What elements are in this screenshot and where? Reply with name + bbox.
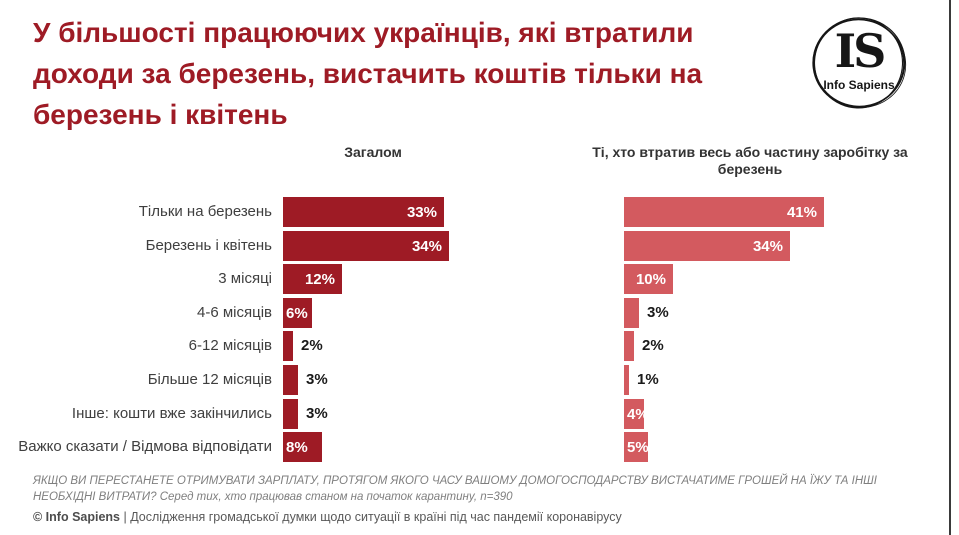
- page-title: У більшості працюючих українців, які втр…: [33, 12, 793, 135]
- bar-value-label: 3%: [306, 405, 328, 422]
- footer-description: | Дослідження громадської думки щодо сит…: [120, 510, 622, 524]
- bar-lost-income: 10%: [624, 264, 673, 294]
- logo-name: Info Sapiens: [823, 78, 895, 92]
- title-line-2: доходи за березень, вистачить коштів тіл…: [33, 58, 703, 89]
- bar-total: 6%: [283, 298, 312, 328]
- source-footer: © Info Sapiens | Дослідження громадської…: [33, 510, 913, 524]
- category-label: Березень і квітень: [145, 237, 272, 254]
- category-label: 4-6 місяців: [196, 304, 272, 321]
- bar-total: 8%: [283, 432, 322, 462]
- info-sapiens-logo: IS Info Sapiens: [808, 12, 910, 114]
- survey-question-footnote: ЯКЩО ВИ ПЕРЕСТАНЕТЕ ОТРИМУВАТИ ЗАРПЛАТУ,…: [33, 475, 877, 503]
- chart-row: 6-12 місяців 2% 2%: [0, 331, 959, 361]
- logo-circle-icon: [812, 17, 907, 109]
- bar-total: 33%: [283, 197, 444, 227]
- bar-value-label: 1%: [637, 371, 659, 388]
- bar-total: 12%: [283, 264, 342, 294]
- chart-row: 4-6 місяців 6% 3%: [0, 298, 959, 328]
- bar-value-label: 34%: [752, 237, 783, 255]
- category-label: 3 місяці: [218, 270, 272, 287]
- bar-value-label: 33%: [406, 203, 437, 221]
- bar-lost-income: [624, 298, 639, 328]
- bar-value-label: 3%: [647, 304, 669, 321]
- column-header-total: Загалом: [344, 144, 402, 160]
- bar-value-label: 12%: [304, 270, 335, 288]
- bar-lost-income: 41%: [624, 197, 824, 227]
- bar-lost-income: [624, 365, 629, 395]
- category-label: Більше 12 місяців: [147, 371, 272, 388]
- bar-value-label: 8%: [286, 438, 308, 456]
- bar-value-label: 10%: [635, 270, 666, 288]
- chart-row: 3 місяці 12% 10%: [0, 264, 959, 294]
- bar-value-label: 2%: [642, 337, 664, 354]
- category-label: Тільки на березень: [138, 203, 272, 220]
- bar-value-label: 2%: [301, 337, 323, 354]
- chart-row: Важко сказати / Відмова відповідати 8% 5%: [0, 432, 959, 462]
- chart-row: Тільки на березень 33% 41%: [0, 197, 959, 227]
- bar-value-label: 3%: [306, 371, 328, 388]
- bar-total: [283, 331, 293, 361]
- bar-value-label: 4%: [627, 405, 644, 423]
- bar-lost-income: 4%: [624, 399, 644, 429]
- bar-lost-income: 34%: [624, 231, 790, 261]
- category-label: Інше: кошти вже закінчились: [71, 405, 272, 422]
- bar-value-label: 5%: [627, 438, 648, 456]
- right-edge-line: [949, 0, 951, 535]
- chart-row: Інше: кошти вже закінчились 3% 4%: [0, 399, 959, 429]
- category-label: Важко сказати / Відмова відповідати: [18, 438, 272, 455]
- bar-lost-income: 5%: [624, 432, 648, 462]
- bar-value-label: 34%: [411, 237, 442, 255]
- bar-total: [283, 399, 298, 429]
- column-header-lost-income: Ті, хто втратив весь або частину заробіт…: [592, 144, 908, 177]
- bar-total: 34%: [283, 231, 449, 261]
- title-line-3: березень і квітень: [33, 99, 288, 130]
- bar-value-label: 6%: [286, 304, 308, 322]
- bar-value-label: 41%: [786, 203, 817, 221]
- category-label: 6-12 місяців: [188, 337, 272, 354]
- logo-monogram: IS: [834, 24, 887, 78]
- title-line-1: У більшості працюючих українців, які втр…: [33, 17, 694, 48]
- chart-row: Березень і квітень 34% 34%: [0, 231, 959, 261]
- bar-lost-income: [624, 331, 634, 361]
- bar-total: [283, 365, 298, 395]
- chart-row: Більше 12 місяців 3% 1%: [0, 365, 959, 395]
- source-name: © Info Sapiens: [33, 510, 120, 524]
